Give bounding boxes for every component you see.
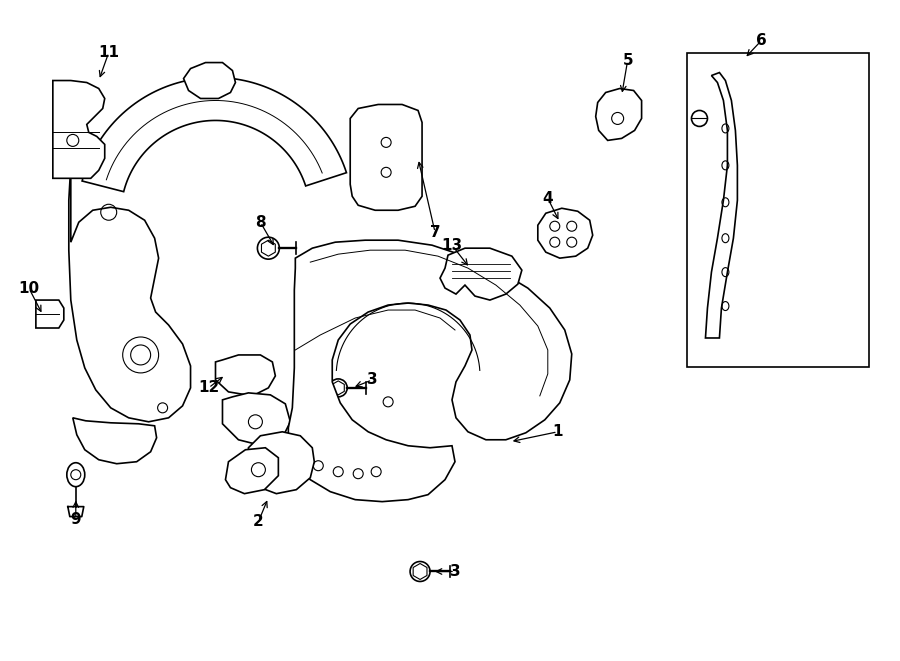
Polygon shape <box>596 89 642 140</box>
Text: 6: 6 <box>756 33 767 48</box>
Text: 5: 5 <box>622 53 633 68</box>
Polygon shape <box>53 81 104 178</box>
Text: 1: 1 <box>553 424 563 440</box>
Polygon shape <box>248 432 314 494</box>
Polygon shape <box>440 248 522 300</box>
Circle shape <box>691 110 707 126</box>
Polygon shape <box>68 165 191 422</box>
Text: 7: 7 <box>429 225 440 240</box>
Polygon shape <box>288 240 572 502</box>
Polygon shape <box>73 418 157 464</box>
Polygon shape <box>706 73 737 338</box>
Ellipse shape <box>410 561 430 582</box>
Text: 3: 3 <box>367 372 377 387</box>
Text: 11: 11 <box>98 45 119 60</box>
Polygon shape <box>222 393 291 446</box>
Polygon shape <box>538 208 593 258</box>
Bar <box>688 53 869 367</box>
Polygon shape <box>215 355 275 396</box>
Text: 4: 4 <box>543 191 553 206</box>
Text: 8: 8 <box>255 215 266 230</box>
Polygon shape <box>36 300 64 328</box>
Ellipse shape <box>67 463 85 486</box>
Polygon shape <box>350 104 422 210</box>
Text: 10: 10 <box>18 280 40 295</box>
Text: 3: 3 <box>450 564 460 579</box>
Polygon shape <box>82 77 346 192</box>
Polygon shape <box>226 447 278 494</box>
Text: 9: 9 <box>70 512 81 527</box>
Text: 13: 13 <box>441 238 463 253</box>
Ellipse shape <box>329 379 347 397</box>
Polygon shape <box>184 63 236 98</box>
Ellipse shape <box>257 237 279 259</box>
Text: 12: 12 <box>198 380 219 395</box>
Text: 2: 2 <box>253 514 264 529</box>
